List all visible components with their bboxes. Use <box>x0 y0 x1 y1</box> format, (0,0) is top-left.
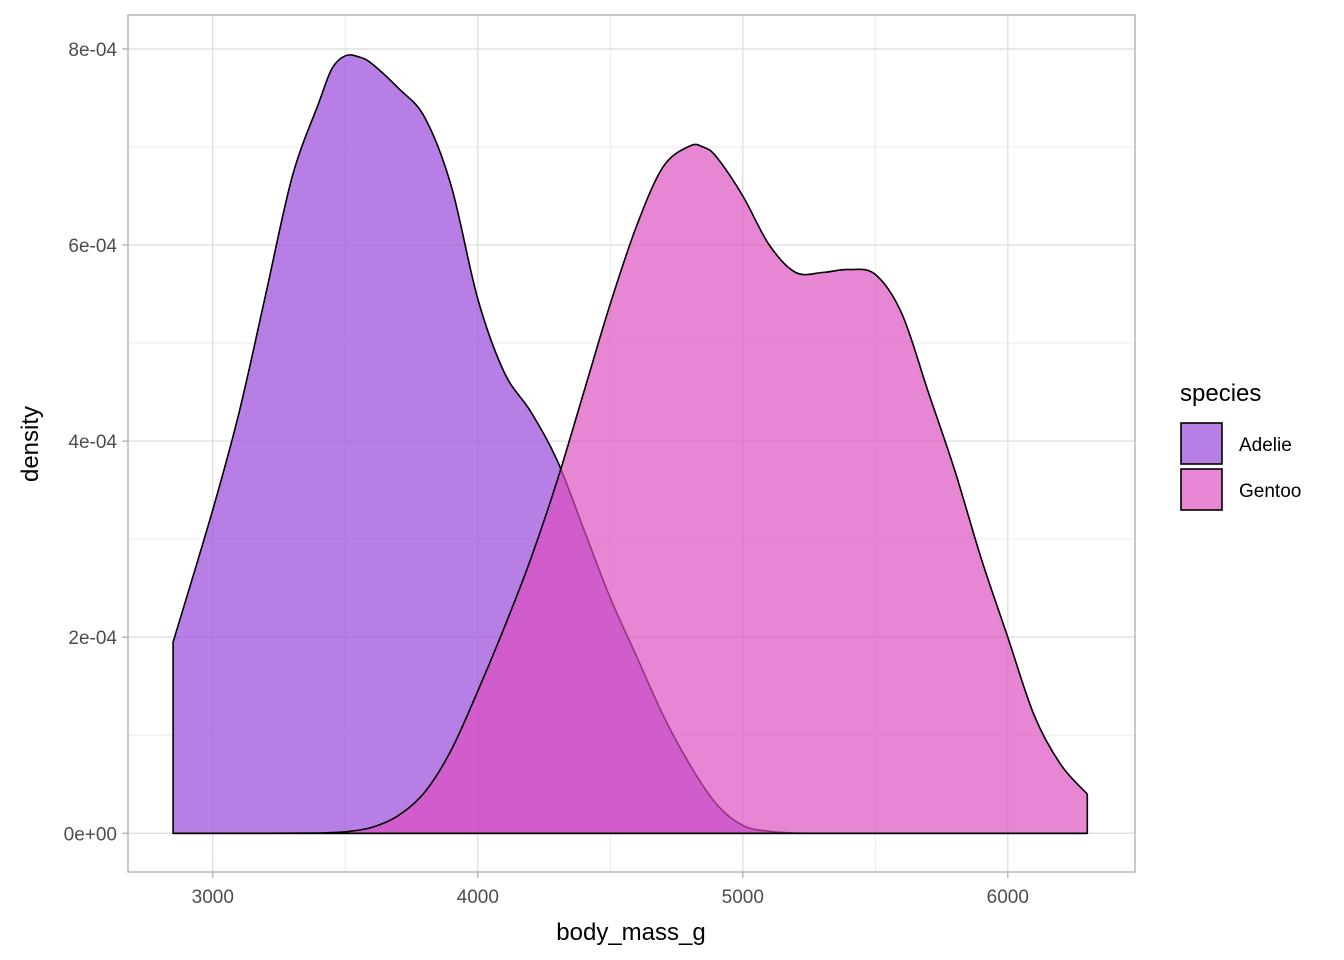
x-axis: 3000 4000 5000 6000 <box>192 872 1029 908</box>
y-axis-title: density <box>17 406 44 482</box>
x-tick-label: 6000 <box>987 887 1029 908</box>
y-axis: 0e+00 2e-04 4e-04 6e-04 8e-04 <box>64 40 128 845</box>
legend-title: species <box>1180 380 1261 407</box>
legend-swatch-adelie <box>1180 422 1223 465</box>
x-tick-label: 4000 <box>457 887 499 908</box>
x-axis-title: body_mass_g <box>556 919 705 946</box>
legend: species Adelie Gentoo <box>1180 380 1301 511</box>
y-tick-label: 6e-04 <box>68 236 117 257</box>
panel-border <box>127 14 1136 873</box>
x-tick-label: 5000 <box>722 887 764 908</box>
y-tick-label: 0e+00 <box>64 824 117 845</box>
legend-label-adelie: Adelie <box>1239 435 1292 456</box>
y-tick-label: 4e-04 <box>68 432 117 453</box>
x-tick-label: 3000 <box>192 887 234 908</box>
legend-label-gentoo: Gentoo <box>1239 481 1301 502</box>
y-tick-label: 8e-04 <box>68 40 117 61</box>
legend-swatch-gentoo <box>1180 468 1223 511</box>
y-tick-label: 2e-04 <box>68 628 117 649</box>
density-area-gentoo <box>172 143 1089 835</box>
density-areas <box>172 54 1089 835</box>
